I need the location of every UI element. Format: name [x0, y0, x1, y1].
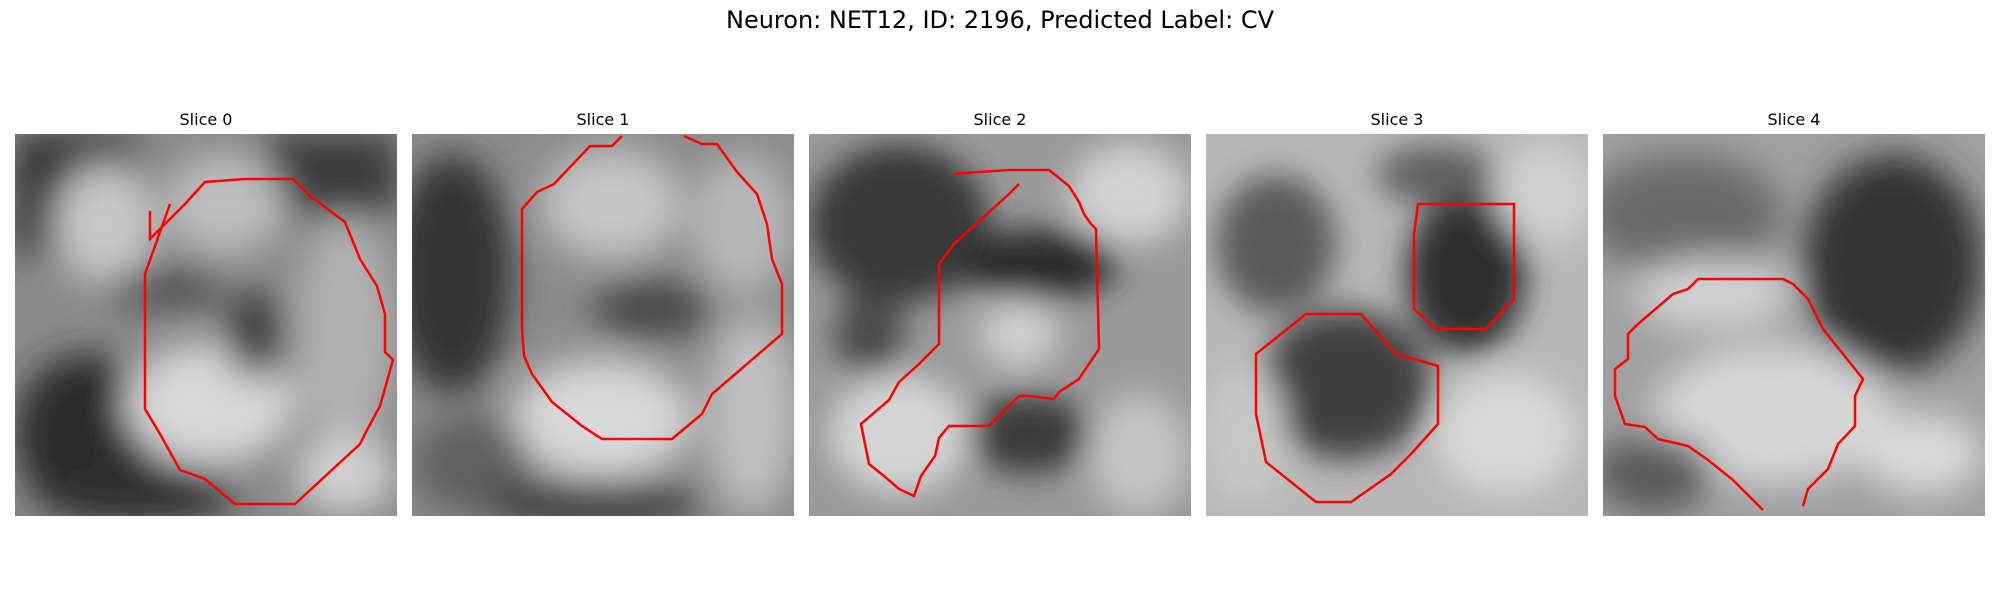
contour-outline [1254, 202, 1516, 504]
slice-image [15, 134, 397, 516]
slice-panel-0: Slice 0 [15, 110, 397, 516]
contour-outline [859, 168, 1101, 498]
slice-title: Slice 1 [576, 110, 630, 129]
contour-outline [520, 134, 784, 441]
slice-panel-2: Slice 2 [809, 110, 1191, 516]
slice-panel-3: Slice 3 [1206, 110, 1588, 516]
slice-image [1603, 134, 1985, 516]
slice-image [412, 134, 794, 516]
slice-image [1206, 134, 1588, 516]
slice-title: Slice 4 [1767, 110, 1821, 129]
slice-title: Slice 2 [973, 110, 1027, 129]
contour-outline [143, 177, 395, 506]
slice-panel-1: Slice 1 [412, 110, 794, 516]
slice-panel-4: Slice 4 [1603, 110, 1985, 516]
slice-image [809, 134, 1191, 516]
contour-outline [1613, 277, 1865, 511]
figure-title: Neuron: NET12, ID: 2196, Predicted Label… [726, 6, 1274, 34]
slice-title: Slice 3 [1370, 110, 1424, 129]
slice-title: Slice 0 [179, 110, 233, 129]
